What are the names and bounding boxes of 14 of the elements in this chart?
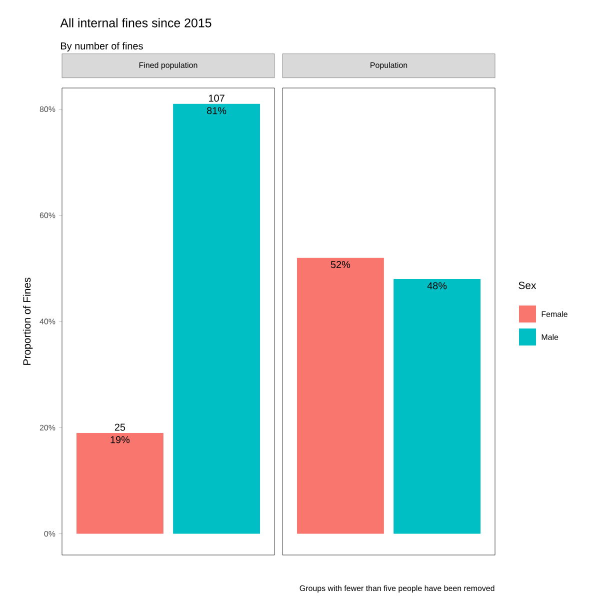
bar [394,279,481,534]
data-label: 81% [207,107,226,114]
y-axis-title: Proportion of Fines [22,278,33,365]
chart-title: All internal fines since 2015 [60,18,212,28]
data-label: 52% [330,261,350,268]
bar [173,104,260,534]
data-label: 19% [110,436,130,444]
bar [296,258,384,534]
chart-subtitle: By number of fines [61,42,143,52]
bar [76,432,164,534]
legend-title: Sex [518,282,536,290]
data-label: 48% [427,282,447,290]
annotation: 107 [209,94,224,102]
annotation: 25 [114,424,126,431]
